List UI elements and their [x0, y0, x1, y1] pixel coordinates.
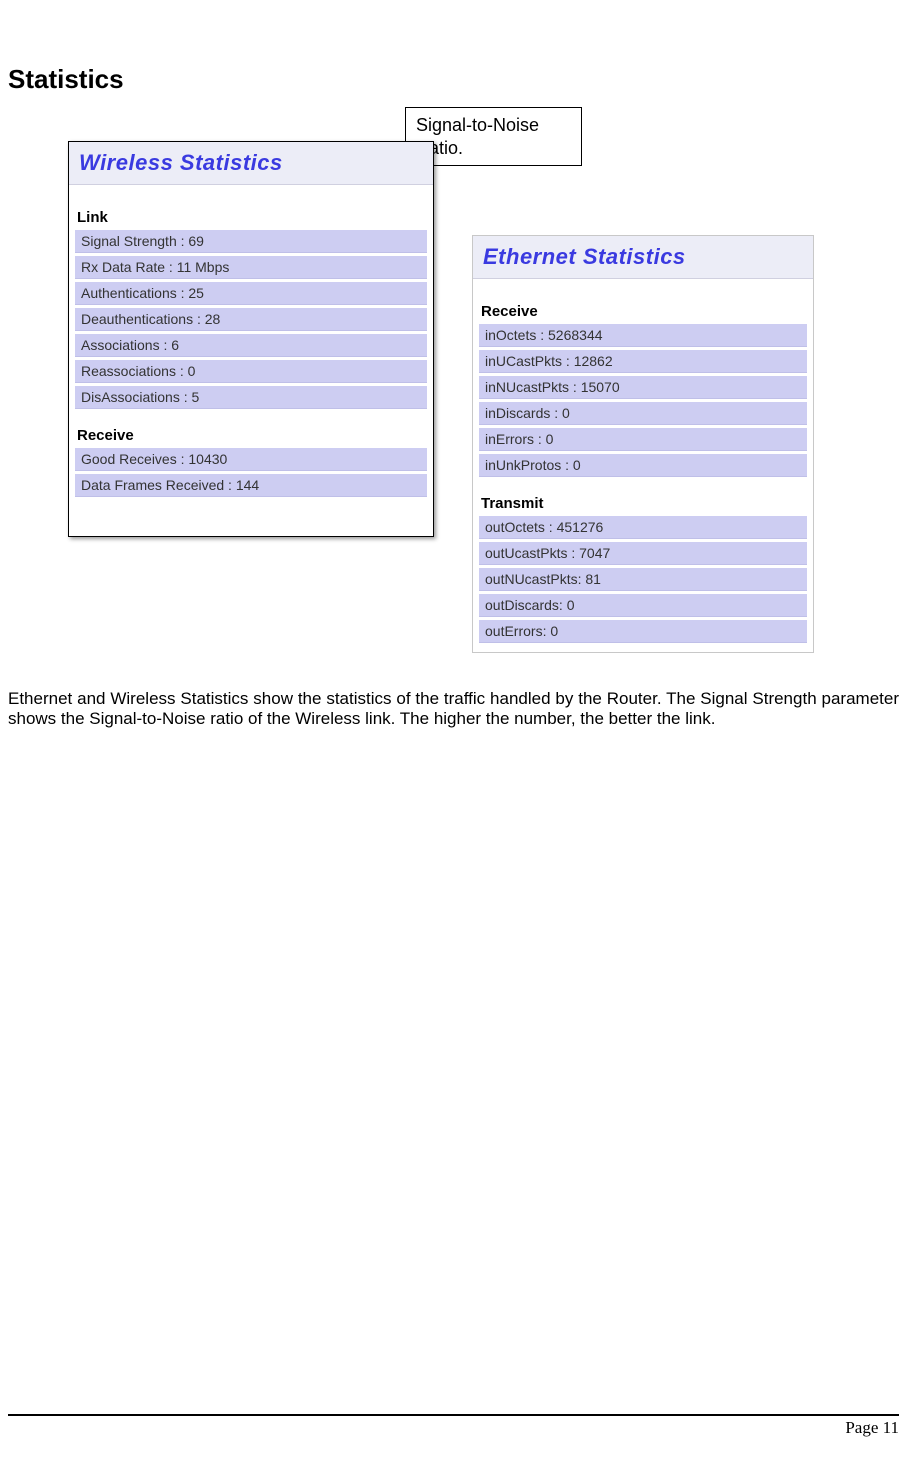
- stat-row: inNUcastPkts : 15070: [479, 376, 807, 399]
- stat-row: outUcastPkts : 7047: [479, 542, 807, 565]
- callout-text: Signal-to-Noise Ratio.: [416, 115, 539, 158]
- ethernet-header: Ethernet Statistics: [473, 236, 813, 279]
- stat-row: inErrors : 0: [479, 428, 807, 451]
- stat-row: outOctets : 451276: [479, 516, 807, 539]
- stat-row: inOctets : 5268344: [479, 324, 807, 347]
- stat-row: inDiscards : 0: [479, 402, 807, 425]
- receive-section-label: Receive: [77, 427, 427, 444]
- page-footer: Page 11: [8, 1414, 899, 1438]
- ethernet-panel: Ethernet Statistics Receive inOctets : 5…: [472, 235, 814, 653]
- wireless-panel: Wireless Statistics Link Signal Strength…: [68, 141, 434, 537]
- stat-row: Associations : 6: [75, 334, 427, 357]
- stat-row: outDiscards: 0: [479, 594, 807, 617]
- stat-row: outNUcastPkts: 81: [479, 568, 807, 591]
- stat-row: inUnkProtos : 0: [479, 454, 807, 477]
- stat-row: Authentications : 25: [75, 282, 427, 305]
- body-paragraph: Ethernet and Wireless Statistics show th…: [8, 689, 899, 728]
- page-title: Statistics: [8, 64, 899, 95]
- link-section-label: Link: [77, 209, 427, 226]
- stat-row: Rx Data Rate : 11 Mbps: [75, 256, 427, 279]
- stat-row: Reassociations : 0: [75, 360, 427, 383]
- stat-row: Good Receives : 10430: [75, 448, 427, 471]
- footer-label: Page: [845, 1418, 882, 1437]
- wireless-header: Wireless Statistics: [69, 142, 433, 185]
- eth-receive-label: Receive: [481, 303, 807, 320]
- stat-row: inUCastPkts : 12862: [479, 350, 807, 373]
- stat-row: Signal Strength : 69: [75, 230, 427, 253]
- page-number: 11: [883, 1418, 899, 1437]
- stat-row: outErrors: 0: [479, 620, 807, 643]
- figure-area: Signal-to-Noise Ratio. Wireless Statisti…: [8, 107, 899, 671]
- stat-row: Data Frames Received : 144: [75, 474, 427, 497]
- eth-transmit-label: Transmit: [481, 495, 807, 512]
- stat-row: Deauthentications : 28: [75, 308, 427, 331]
- stat-row: DisAssociations : 5: [75, 386, 427, 409]
